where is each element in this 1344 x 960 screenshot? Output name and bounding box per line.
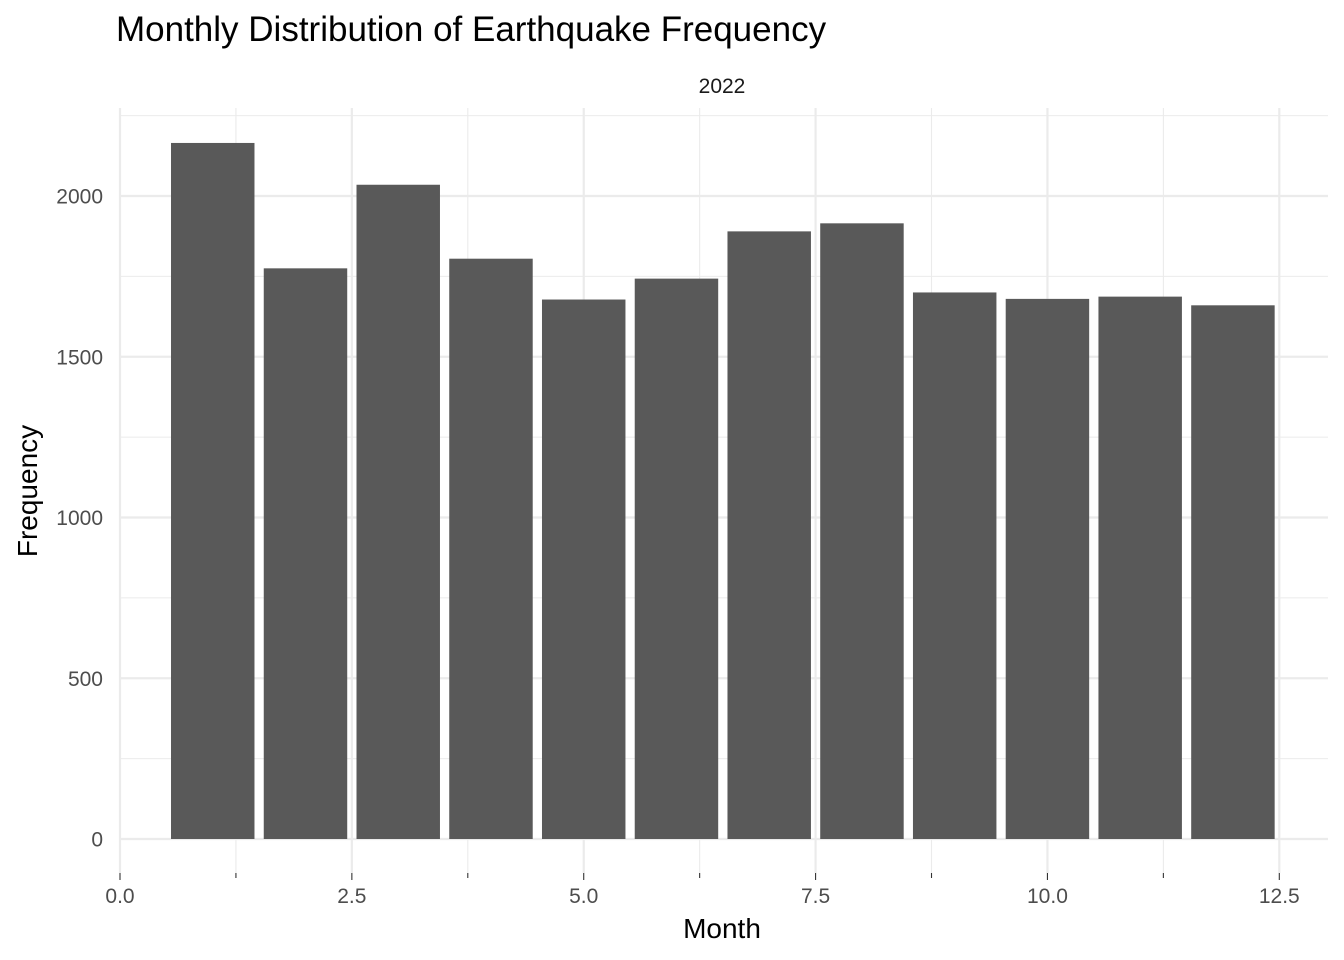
axes: 0.0 2.5 5.0 7.5 10.0 12.5 0 500 1000 1500 2000	[56, 186, 1299, 909]
bar-month-5	[541, 299, 626, 839]
bar-month-6	[634, 278, 719, 839]
bar-month-10	[1005, 298, 1090, 839]
x-tick-label: 10.0	[1027, 885, 1068, 908]
bar-month-12	[1191, 305, 1275, 839]
x-axis-title: Month	[683, 913, 761, 944]
y-axis-title: Frequency	[12, 425, 43, 557]
bar-month-3	[356, 184, 440, 839]
y-tick-label: 1000	[56, 507, 103, 530]
bar-month-8	[820, 223, 904, 839]
bars	[171, 142, 1275, 840]
x-tick-label: 2.5	[337, 885, 366, 908]
bar-month-7	[727, 231, 811, 840]
facet-strip-label: 2022	[699, 75, 746, 98]
x-tick-label: 5.0	[569, 885, 598, 908]
x-tick-label: 7.5	[801, 885, 830, 908]
bar-month-1	[171, 142, 255, 839]
bar-month-4	[449, 258, 533, 839]
bar-month-11	[1098, 296, 1182, 839]
bar-month-2	[263, 268, 348, 839]
y-tick-label: 0	[91, 829, 103, 852]
chart-title: Monthly Distribution of Earthquake Frequ…	[116, 10, 827, 49]
y-tick-label: 1500	[56, 346, 103, 369]
y-tick-label: 2000	[56, 186, 103, 209]
x-tick-label: 12.5	[1259, 885, 1300, 908]
y-tick-label: 500	[68, 668, 103, 691]
bar-month-9	[912, 292, 997, 839]
x-tick-label: 0.0	[105, 885, 134, 908]
